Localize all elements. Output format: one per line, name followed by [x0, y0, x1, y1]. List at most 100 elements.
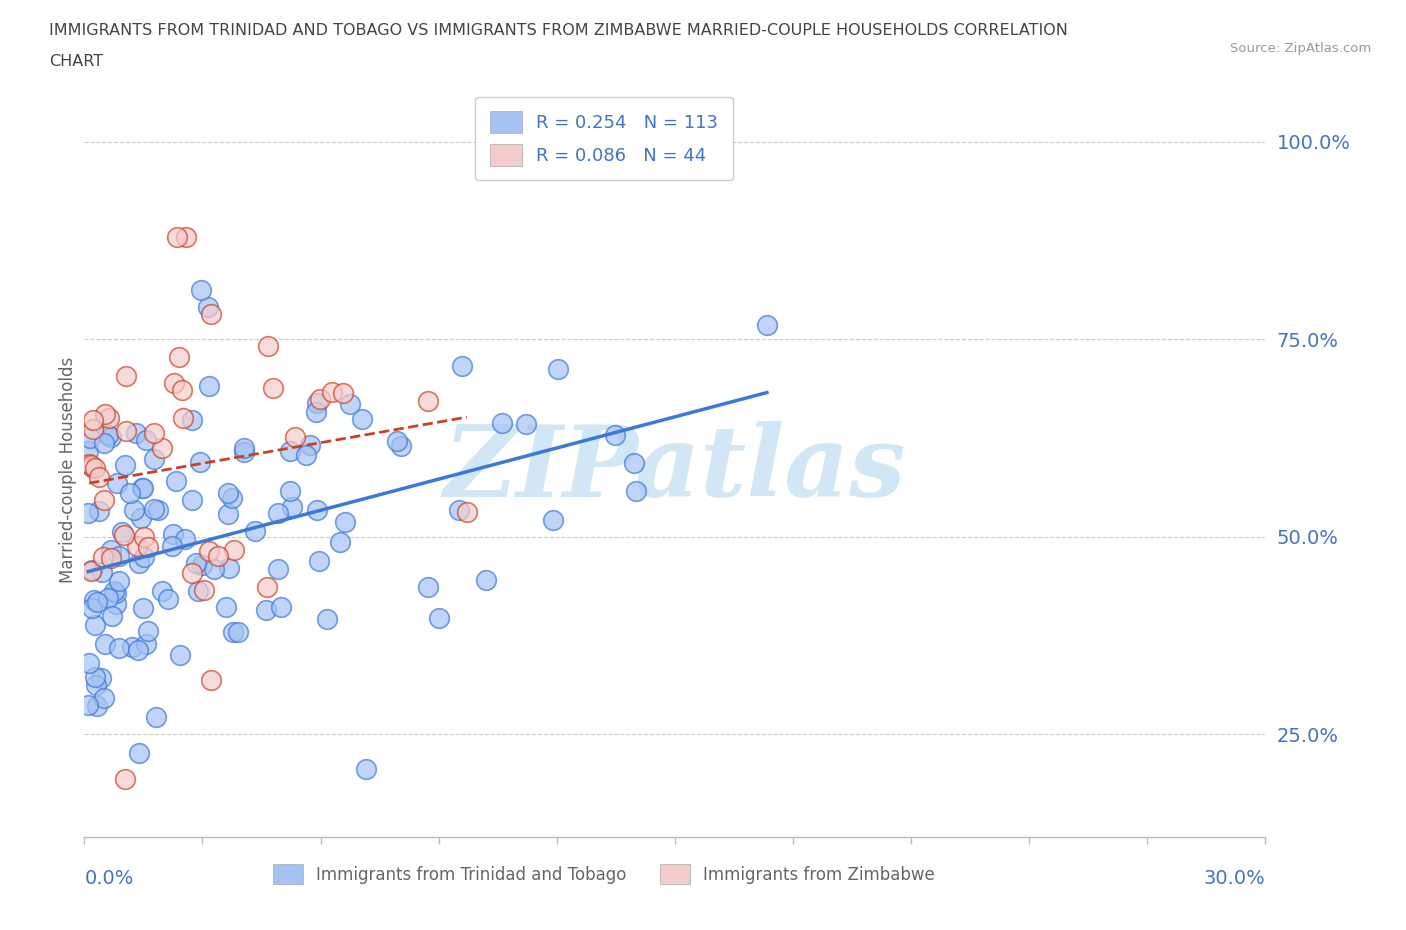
Point — [100, 551, 122, 565]
Point — [132, 529, 155, 544]
Point — [217, 507, 239, 522]
Point — [328, 534, 350, 549]
Point — [186, 556, 208, 571]
Point — [278, 484, 301, 498]
Point — [94, 406, 117, 421]
Point — [132, 550, 155, 565]
Point — [515, 417, 537, 432]
Point — [80, 600, 103, 615]
Point — [132, 600, 155, 615]
Point — [389, 439, 412, 454]
Point — [135, 637, 157, 652]
Point — [315, 611, 337, 626]
Point — [541, 512, 564, 527]
Point — [104, 596, 127, 611]
Point — [128, 746, 150, 761]
Point — [180, 493, 202, 508]
Point — [321, 384, 343, 399]
Point — [114, 772, 136, 787]
Point — [86, 595, 108, 610]
Point — [174, 229, 197, 244]
Point — [121, 639, 143, 654]
Point — [416, 579, 439, 594]
Point — [451, 358, 474, 373]
Point — [187, 583, 209, 598]
Point — [233, 445, 256, 459]
Y-axis label: Married-couple Households: Married-couple Households — [59, 356, 77, 583]
Point — [305, 405, 328, 419]
Point — [174, 531, 197, 546]
Point — [170, 383, 193, 398]
Point — [105, 586, 128, 601]
Point — [449, 503, 471, 518]
Point — [427, 611, 450, 626]
Point — [270, 599, 292, 614]
Point — [245, 524, 267, 538]
Text: 30.0%: 30.0% — [1204, 869, 1265, 887]
Point — [82, 413, 104, 428]
Point — [180, 565, 202, 580]
Point — [112, 527, 135, 542]
Point — [222, 543, 245, 558]
Point — [232, 441, 254, 456]
Point — [97, 591, 120, 605]
Point — [169, 647, 191, 662]
Text: Source: ZipAtlas.com: Source: ZipAtlas.com — [1230, 42, 1371, 55]
Point — [152, 441, 174, 456]
Point — [267, 562, 290, 577]
Point — [80, 458, 103, 472]
Point — [118, 485, 141, 500]
Point — [77, 506, 100, 521]
Point — [80, 563, 103, 578]
Point — [256, 579, 278, 594]
Legend: Immigrants from Trinidad and Tobago, Immigrants from Zimbabwe: Immigrants from Trinidad and Tobago, Imm… — [266, 857, 942, 891]
Point — [226, 625, 249, 640]
Point — [197, 299, 219, 314]
Point — [145, 710, 167, 724]
Point — [108, 640, 131, 655]
Point — [132, 480, 155, 495]
Point — [166, 229, 188, 244]
Point — [257, 339, 280, 353]
Point — [475, 572, 498, 587]
Point — [160, 538, 183, 553]
Point — [207, 549, 229, 564]
Point — [90, 671, 112, 685]
Point — [190, 283, 212, 298]
Point — [305, 502, 328, 517]
Point — [91, 550, 114, 565]
Point — [98, 410, 121, 425]
Point — [79, 656, 101, 671]
Point — [308, 553, 330, 568]
Point — [200, 307, 222, 322]
Point — [84, 618, 107, 632]
Point — [83, 461, 105, 476]
Point — [222, 625, 245, 640]
Point — [142, 426, 165, 441]
Point — [111, 525, 134, 539]
Text: ZIPatlas: ZIPatlas — [444, 421, 905, 518]
Point — [262, 380, 284, 395]
Point — [190, 558, 212, 573]
Point — [89, 470, 111, 485]
Point — [456, 505, 478, 520]
Point — [332, 386, 354, 401]
Point — [266, 505, 288, 520]
Point — [418, 394, 440, 409]
Point — [309, 392, 332, 406]
Point — [93, 435, 115, 450]
Point — [163, 376, 186, 391]
Point — [605, 428, 627, 443]
Point — [80, 459, 103, 474]
Point — [333, 514, 356, 529]
Point — [93, 691, 115, 706]
Point — [115, 424, 138, 439]
Point — [79, 431, 101, 445]
Point — [624, 484, 647, 498]
Point — [221, 490, 243, 505]
Point — [114, 368, 136, 383]
Point — [86, 699, 108, 714]
Point — [215, 600, 238, 615]
Point — [352, 411, 374, 426]
Point — [491, 415, 513, 430]
